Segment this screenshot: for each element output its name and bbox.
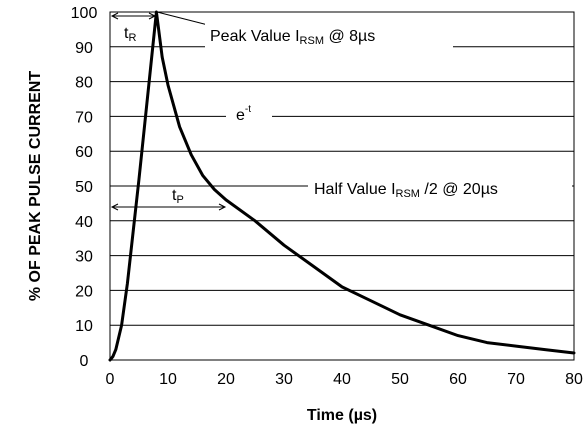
pulse-current-curve xyxy=(108,10,576,362)
tp-arrowhead-right xyxy=(218,203,227,211)
exp-label-sup: -t xyxy=(245,104,251,115)
y-tick-label-9: 90 xyxy=(75,40,93,57)
tp-label-main: t xyxy=(172,187,177,204)
plot-frame xyxy=(109,11,575,361)
y-tick-label-8: 80 xyxy=(75,75,93,92)
tp-arrowhead-left xyxy=(110,203,119,211)
tr-label-sub: R xyxy=(128,32,136,44)
half-label-bg xyxy=(308,174,572,202)
y-tick-label-5: 50 xyxy=(75,179,93,196)
y-tick-label-2: 20 xyxy=(75,283,93,300)
tp-label: tP xyxy=(172,187,184,206)
x-tick-label-2: 20 xyxy=(217,371,235,388)
x-tick-label-5: 50 xyxy=(391,371,409,388)
y-tick-label-6: 60 xyxy=(75,144,93,161)
exp-label-bg xyxy=(226,98,272,126)
y-tick-label-3: 30 xyxy=(75,249,93,266)
peak-label-pre: Peak Value I xyxy=(210,28,300,45)
x-tick-label-6: 60 xyxy=(449,371,467,388)
half-label: Half Value IRSM /2 @ 20µs xyxy=(314,181,498,200)
half-label-post: /2 @ 20µs xyxy=(420,181,498,198)
y-tick-label-4: 40 xyxy=(75,214,93,231)
peak-label: Peak Value IRSM @ 8µs xyxy=(210,28,375,47)
peak-label-sub: RSM xyxy=(300,35,324,47)
x-tick-label-3: 30 xyxy=(275,371,293,388)
tr-arrowhead-left xyxy=(110,12,119,20)
x-tick-label-8: 80 xyxy=(565,371,583,388)
peak-label-post: @ 8µs xyxy=(324,28,375,45)
y-axis-title: % OF PEAK PULSE CURRENT xyxy=(27,71,44,301)
exp-label: e-t xyxy=(236,104,251,124)
y-tick-label-10: 100 xyxy=(71,5,98,22)
y-tick-labels: 0 10 20 30 40 50 60 70 80 90 100 xyxy=(71,5,98,370)
tr-label-main: t xyxy=(124,25,129,42)
x-tick-label-1: 10 xyxy=(159,371,177,388)
peak-label-bg xyxy=(205,20,453,48)
x-tick-label-0: 0 xyxy=(106,371,115,388)
x-tick-labels: 0 10 20 30 40 50 60 70 80 xyxy=(106,371,583,388)
exp-label-main: e xyxy=(236,107,245,124)
y-tick-label-7: 70 xyxy=(75,109,93,126)
tp-label-sub: P xyxy=(176,194,183,206)
peak-leader-line xyxy=(156,11,213,27)
y-tick-label-0: 0 xyxy=(80,353,89,370)
half-label-sub: RSM xyxy=(396,188,420,200)
y-tick-label-1: 10 xyxy=(75,318,93,335)
x-tick-label-7: 70 xyxy=(507,371,525,388)
half-label-pre: Half Value I xyxy=(314,181,396,198)
x-axis-title: Time (µs) xyxy=(307,407,377,424)
x-tick-label-4: 40 xyxy=(333,371,351,388)
tr-label: tR xyxy=(124,25,136,44)
